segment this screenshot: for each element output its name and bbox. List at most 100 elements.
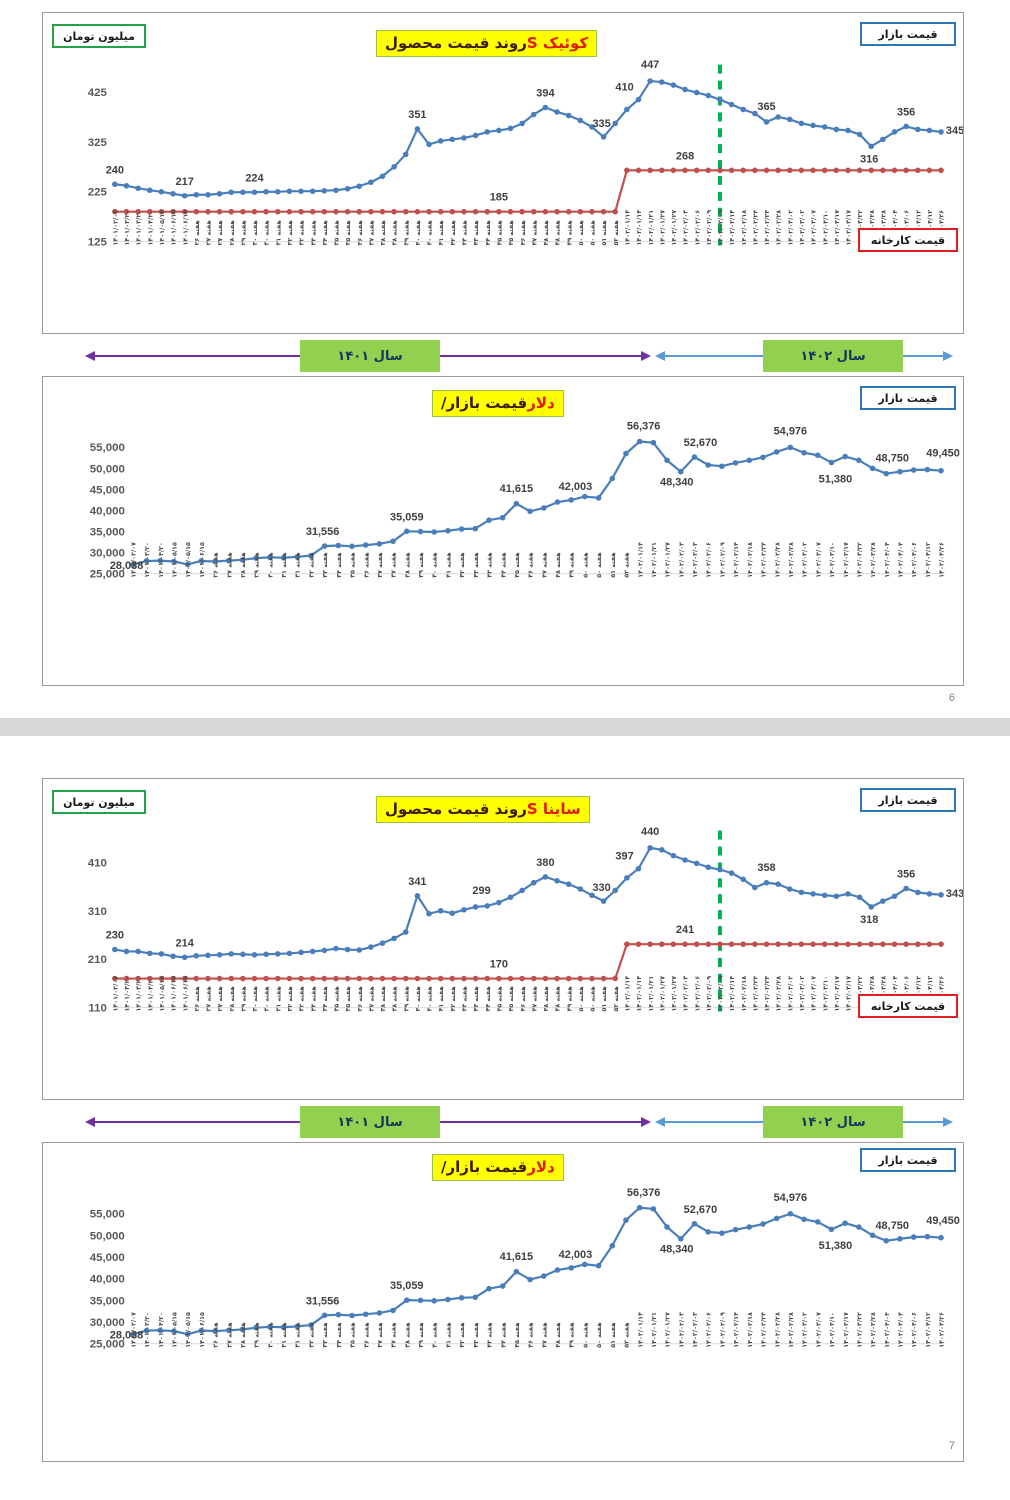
svg-text:هفته ۴۱: هفته ۴۱: [445, 1322, 453, 1348]
svg-text:هفته ۴۵: هفته ۴۵: [513, 552, 521, 578]
chart-title-quick-s: کوئیک Sروند قیمت محصول: [376, 30, 598, 57]
svg-text:۱۴۰۲/۰۲/۰۳: ۱۴۰۲/۰۲/۰۳: [677, 1312, 685, 1348]
svg-text:۱۴۰۲/۰۲/۰۳: ۱۴۰۲/۰۲/۰۳: [691, 1312, 699, 1348]
svg-text:هفته ۳۹: هفته ۳۹: [402, 220, 410, 246]
svg-text:۱۴۰۲/۰۴/۲۶: ۱۴۰۲/۰۴/۲۶: [938, 210, 946, 246]
arrow-line-left-1401: [94, 355, 444, 357]
svg-text:هفته ۵۱: هفته ۵۱: [609, 1322, 617, 1348]
svg-text:هفته ۴۷: هفته ۴۷: [540, 552, 548, 578]
svg-text:هفته ۴۸: هفته ۴۸: [554, 220, 562, 246]
arrow-line-left-1401-2: [94, 1121, 444, 1123]
svg-text:هفته ۴۷: هفته ۴۷: [540, 1322, 548, 1348]
svg-text:49,450: 49,450: [926, 448, 960, 460]
svg-text:هفته ۴۵: هفته ۴۵: [507, 220, 515, 246]
svg-text:هفته ۲۷: هفته ۲۷: [225, 1322, 233, 1348]
svg-text:هفته ۴۸: هفته ۴۸: [542, 220, 550, 246]
svg-text:هفته ۴۰: هفته ۴۰: [431, 1322, 439, 1348]
chart-dollar-rate-2: 25,000 30,000 35,000 40,000 45,000 50,000 55,0…: [42, 1142, 964, 1462]
svg-text:۱۴۰۲/۰۳/۰۷: ۱۴۰۲/۰۳/۰۷: [810, 210, 818, 246]
svg-text:هفته ۴۴: هفته ۴۴: [484, 986, 492, 1012]
svg-text:۱۴۰۲/۰۳/۱۷: ۱۴۰۲/۰۳/۱۷: [842, 1312, 850, 1348]
svg-text:هفته ۳۶: هفته ۳۶: [362, 1322, 370, 1348]
svg-text:هفته ۳۸: هفته ۳۸: [379, 986, 387, 1012]
svg-text:هفته ۴۵: هفته ۴۵: [513, 1322, 521, 1348]
svg-text:هفته ۴۹: هفته ۴۹: [565, 220, 573, 246]
svg-text:40,000: 40,000: [90, 1274, 125, 1286]
svg-text:380: 380: [536, 857, 554, 869]
arrow-line-left-1402-2: [664, 1121, 766, 1123]
svg-text:۱۴۰۲/۰۱/۱۴: ۱۴۰۲/۰۱/۱۴: [623, 210, 631, 246]
svg-text:۱۴۰۱/۰۳/۲۰: ۱۴۰۱/۰۳/۲۰: [123, 976, 131, 1012]
svg-text:318: 318: [860, 914, 878, 926]
svg-text:هفته ۵۲: هفته ۵۲: [623, 552, 631, 578]
svg-text:۱۴۰۱/۰۵/۱۵: ۱۴۰۱/۰۵/۱۵: [184, 1312, 192, 1348]
svg-text:۱۴۰۱/۰۶/۱۵: ۱۴۰۱/۰۶/۱۵: [198, 1312, 206, 1348]
svg-text:۱۴۰۲/۰۳/۲۲: ۱۴۰۲/۰۳/۲۲: [856, 210, 864, 246]
svg-text:هفته ۴۶: هفته ۴۶: [527, 552, 535, 578]
svg-text:35,059: 35,059: [390, 1280, 424, 1292]
svg-text:۱۴۰۲/۰۳/۲۸: ۱۴۰۲/۰۳/۲۸: [869, 1312, 877, 1348]
svg-text:هفته ۴۷: هفته ۴۷: [530, 986, 538, 1012]
slide-page-6: 125 225 325 425 240 217 224 351 394 335 410 447 365 3…: [0, 0, 1010, 718]
svg-text:۱۴۰۲/۰۴/۰۶: ۱۴۰۲/۰۴/۰۶: [910, 542, 918, 578]
svg-text:۱۴۰۲/۰۴/۱۲: ۱۴۰۲/۰۴/۱۲: [924, 1312, 932, 1348]
svg-text:۱۴۰۱/۰۳/۲۰: ۱۴۰۱/۰۳/۲۰: [143, 542, 151, 578]
svg-text:۱۴۰۲/۰۴/۰۴: ۱۴۰۲/۰۴/۰۴: [883, 1312, 891, 1348]
svg-text:هفته ۵۰: هفته ۵۰: [582, 1322, 590, 1348]
svg-text:447: 447: [641, 59, 659, 71]
svg-text:هفته ۳۷: هفته ۳۷: [376, 552, 384, 578]
svg-text:هفته ۴۳: هفته ۴۳: [461, 986, 469, 1012]
svg-text:هفته ۳۲: هفته ۳۲: [298, 220, 306, 246]
svg-text:۱۴۰۲/۰۴/۰۴: ۱۴۰۲/۰۴/۰۴: [897, 542, 905, 578]
svg-text:هفته ۲۸: هفته ۲۸: [228, 986, 236, 1012]
svg-text:۱۴۰۲/۰۲/۱۴: ۱۴۰۲/۰۲/۱۴: [728, 976, 736, 1012]
svg-text:۱۴۰۲/۰۱/۱۴: ۱۴۰۲/۰۱/۱۴: [635, 210, 643, 246]
svg-text:هفته ۴۲: هفته ۴۲: [449, 220, 457, 246]
svg-text:۱۴۰۱/۰۶/۱۵: ۱۴۰۱/۰۶/۱۵: [170, 976, 178, 1012]
svg-text:۱۴۰۲/۰۱/۲۷: ۱۴۰۲/۰۱/۲۷: [670, 976, 678, 1012]
svg-text:هفته ۵۰: هفته ۵۰: [595, 1322, 603, 1348]
svg-text:هفته ۴۰: هفته ۴۰: [414, 220, 422, 246]
page-gap: [0, 718, 1010, 736]
svg-text:28,038: 28,038: [110, 560, 144, 572]
svg-text:۱۴۰۲/۰۲/۱۸: ۱۴۰۲/۰۲/۱۸: [746, 542, 754, 578]
page-number-6: 6: [948, 692, 955, 704]
svg-text:هفته ۴۲: هفته ۴۲: [458, 552, 466, 578]
svg-text:هفته ۳۳: هفته ۳۳: [321, 552, 329, 578]
svg-text:هفته ۳۴: هفته ۳۴: [321, 220, 329, 246]
svg-text:۱۴۰۱/۰۲/۰۷: ۱۴۰۱/۰۲/۰۷: [111, 210, 119, 246]
svg-text:110: 110: [88, 1003, 106, 1015]
svg-text:هفته ۳۷: هفته ۳۷: [367, 220, 375, 246]
svg-text:۱۴۰۲/۰۱/۱۴: ۱۴۰۲/۰۱/۱۴: [636, 1312, 644, 1348]
svg-text:هفته ۴۳: هفته ۴۳: [472, 1322, 480, 1348]
svg-text:۱۴۰۲/۰۲/۰۹: ۱۴۰۲/۰۲/۰۹: [718, 542, 726, 578]
svg-text:31,556: 31,556: [306, 1295, 340, 1307]
svg-text:۱۴۰۲/۰۲/۰۹: ۱۴۰۲/۰۲/۰۹: [717, 976, 725, 1012]
svg-text:هفته ۵۰: هفته ۵۰: [577, 986, 585, 1012]
chart-title-quick-s-accent: کوئیک S: [526, 34, 589, 52]
svg-text:هفته ۳۹: هفته ۳۹: [417, 552, 425, 578]
svg-text:هفته ۲۸: هفته ۲۸: [239, 552, 247, 578]
svg-text:هفته ۴۳: هفته ۴۳: [472, 986, 480, 1012]
svg-text:هفته ۳۶: هفته ۳۶: [362, 552, 370, 578]
chart-title-dollar-1: دلارقیمت بازار/: [432, 390, 564, 417]
svg-text:۱۴۰۲/۰۳/۲۸: ۱۴۰۲/۰۳/۲۸: [868, 210, 876, 246]
svg-text:52,670: 52,670: [684, 437, 718, 449]
svg-text:هفته ۳۴: هفته ۳۴: [335, 1322, 343, 1348]
svg-text:هفته ۴۹: هفته ۴۹: [568, 552, 576, 578]
svg-text:هفته ۳۶: هفته ۳۶: [356, 986, 364, 1012]
svg-text:۱۴۰۱/۰۳/۲۰: ۱۴۰۱/۰۳/۲۰: [135, 976, 143, 1012]
svg-text:۱۴۰۲/۰۳/۲۸: ۱۴۰۲/۰۳/۲۸: [868, 976, 876, 1012]
svg-text:۱۴۰۲/۰۴/۱۲: ۱۴۰۲/۰۴/۱۲: [914, 210, 922, 246]
svg-text:۱۴۰۲/۰۲/۰۳: ۱۴۰۲/۰۲/۰۳: [682, 210, 690, 246]
svg-text:هفته ۲۶: هفته ۲۶: [212, 552, 220, 578]
svg-text:۱۴۰۲/۰۱/۲۷: ۱۴۰۲/۰۱/۲۷: [670, 210, 678, 246]
svg-text:48,750: 48,750: [875, 453, 909, 465]
svg-text:هفته ۴۳: هفته ۴۳: [486, 552, 494, 578]
svg-text:هفته ۵۰: هفته ۵۰: [582, 552, 590, 578]
svg-text:هفته ۳۱: هفته ۳۱: [280, 1322, 288, 1348]
svg-text:هفته ۳۸: هفته ۳۸: [391, 986, 399, 1012]
svg-text:۱۴۰۲/۰۴/۲۶: ۱۴۰۲/۰۴/۲۶: [938, 1312, 946, 1348]
svg-text:۱۴۰۲/۰۱/۱۴: ۱۴۰۲/۰۱/۱۴: [636, 542, 644, 578]
